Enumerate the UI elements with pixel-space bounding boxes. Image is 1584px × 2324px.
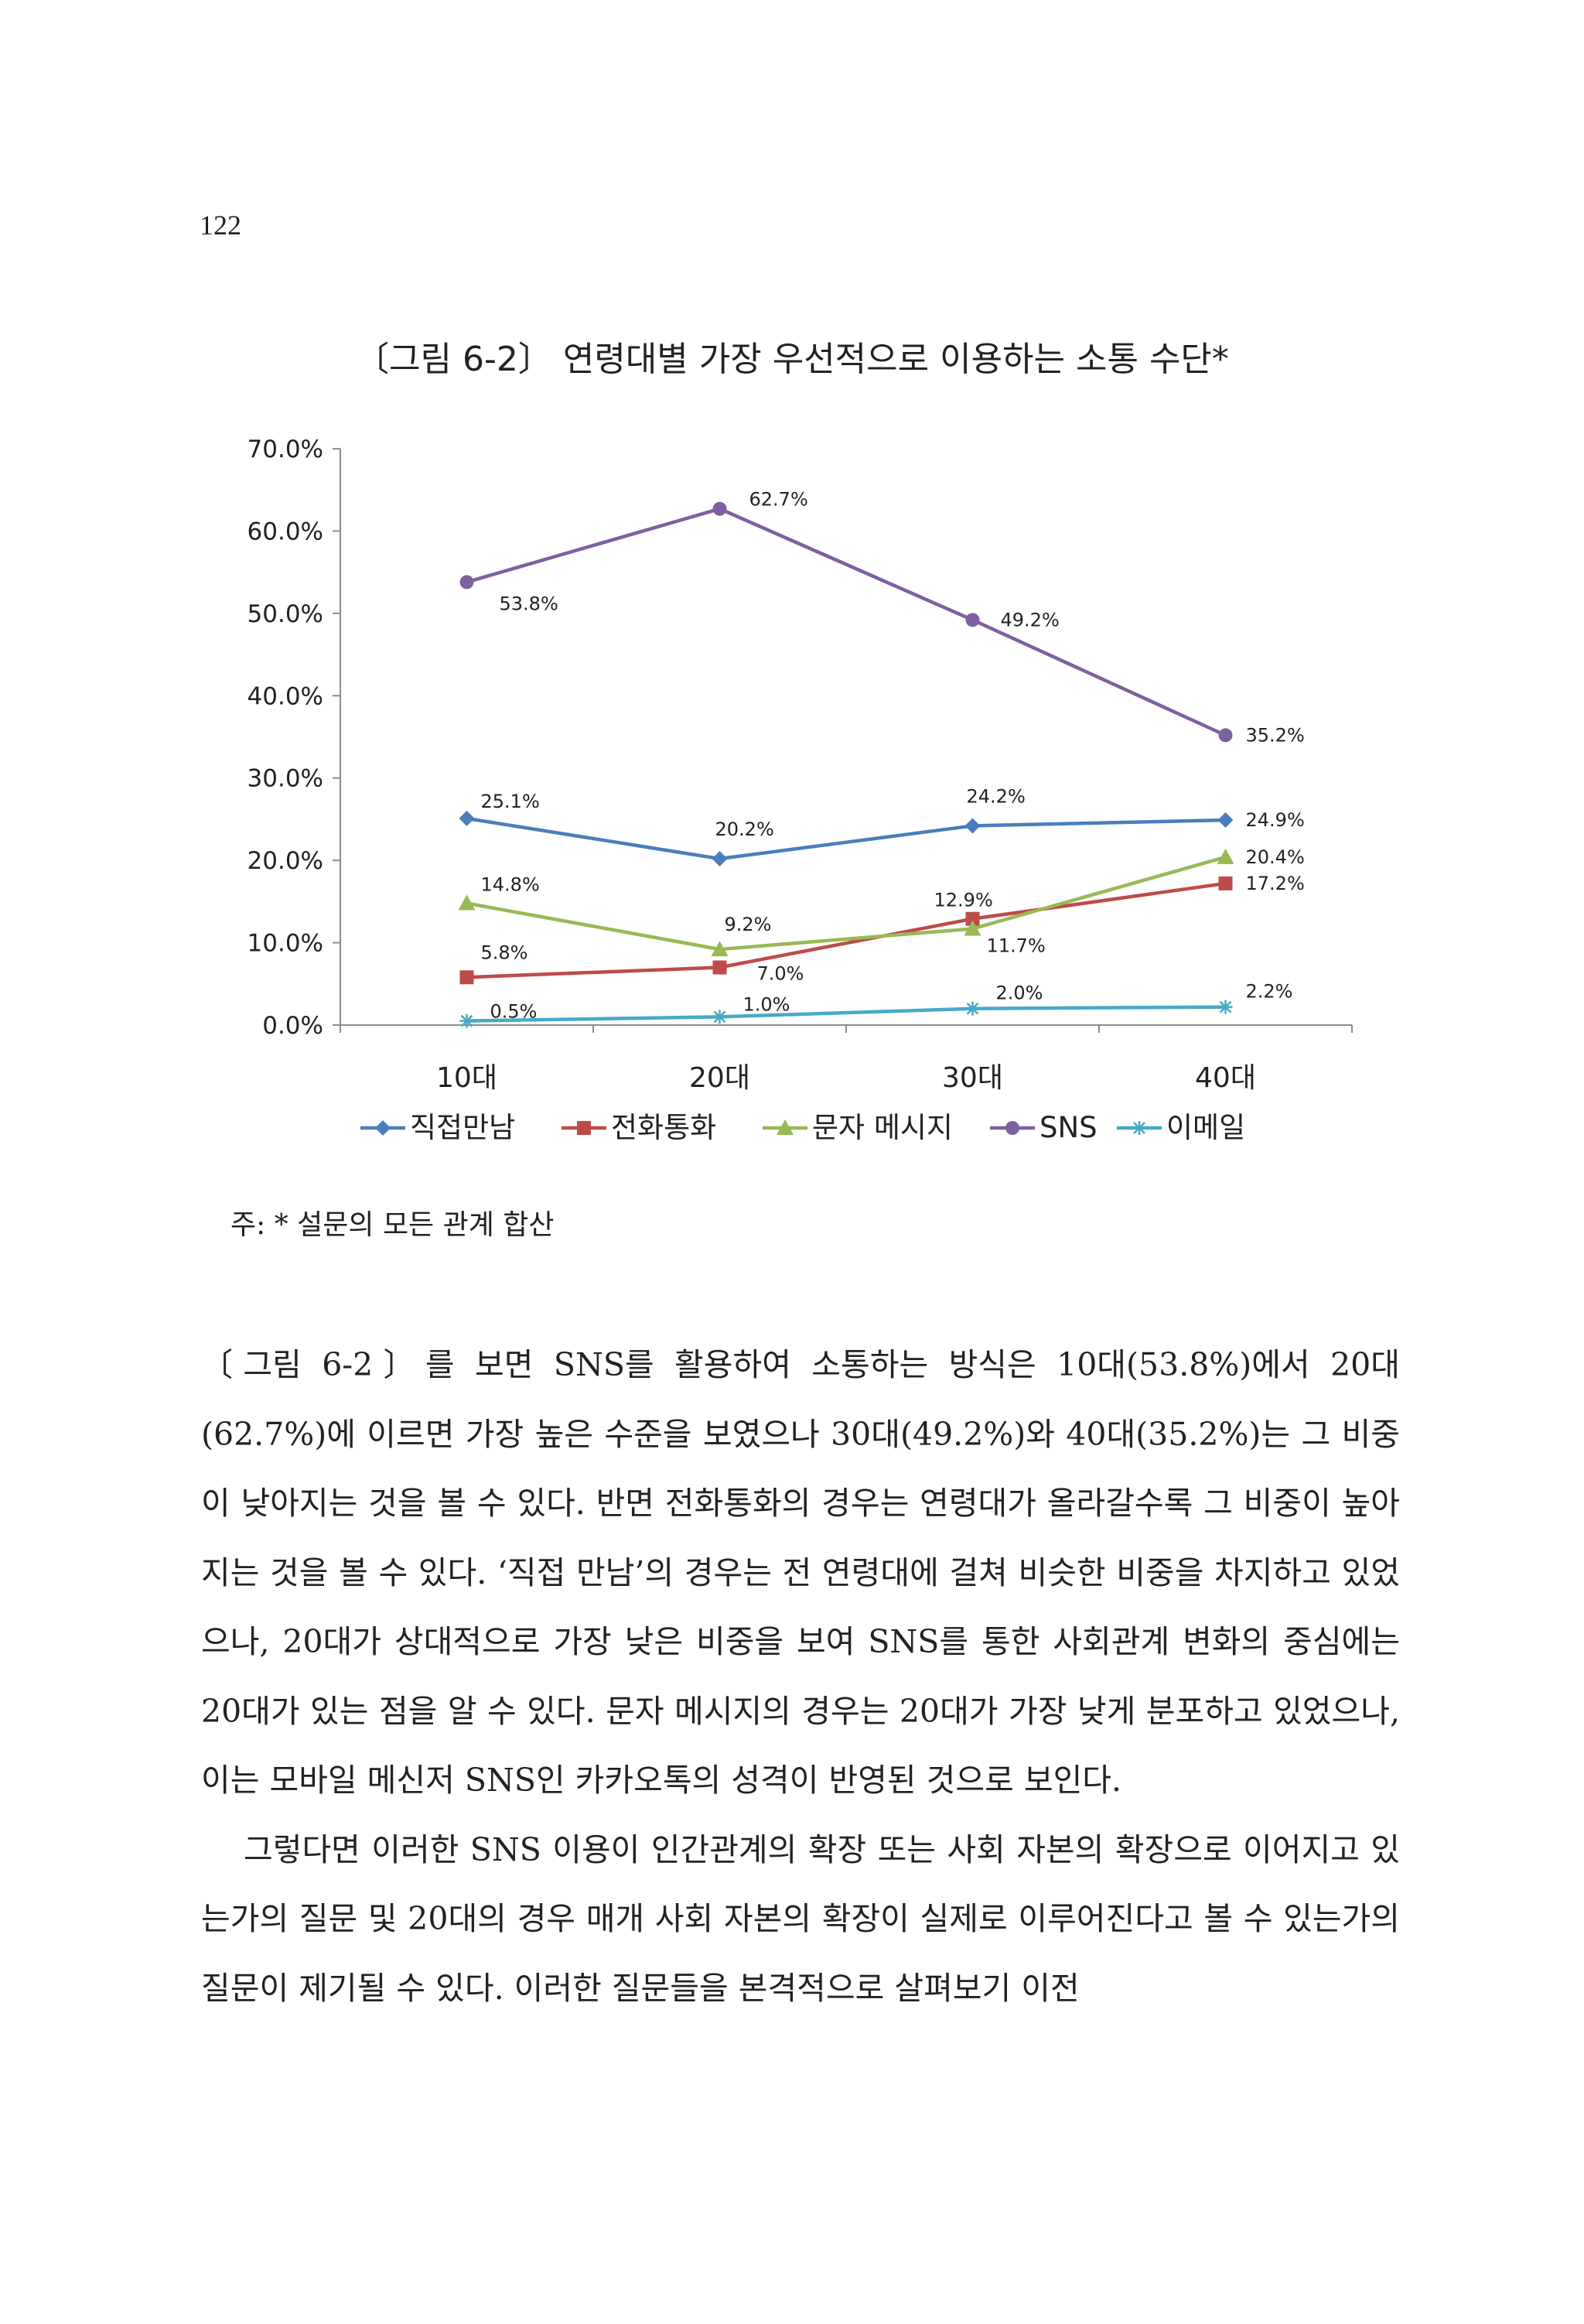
data-label: 5.8% (481, 942, 528, 963)
legend-marker (777, 1119, 794, 1135)
data-point (964, 818, 981, 834)
series-line (466, 507, 1227, 737)
data-label: 17.2% (1246, 873, 1305, 894)
legend-marker (375, 1120, 391, 1136)
series-line (466, 816, 1226, 861)
data-point (1217, 848, 1234, 864)
data-point (458, 894, 476, 911)
legend-label: 직접만남 (410, 1111, 515, 1144)
line-chart: 0.0% 10.0% 20.0% 30.0% 40.0% 50.0% 60.0% 70.0% 1… (248, 436, 1353, 1144)
y-tick-label: 30.0% (248, 765, 323, 793)
legend-marker (1132, 1121, 1146, 1135)
legend-marker (1005, 1121, 1019, 1135)
data-label: 53.8% (500, 593, 558, 614)
chart-series: 25.1% 20.2% 24.2% 24.9% 5.8% 7.0% 12.9% 17.2% 14… (458, 489, 1305, 1028)
data-label: 62.7% (749, 489, 808, 511)
legend-marker (577, 1121, 591, 1135)
series-line (466, 881, 1226, 979)
data-point (1218, 1000, 1233, 1014)
data-point (1218, 728, 1233, 743)
x-tick-label: 30대 (942, 1062, 1003, 1094)
data-point (712, 851, 728, 867)
legend-label: 이메일 (1166, 1111, 1245, 1144)
data-label: 14.8% (481, 873, 540, 895)
data-point (965, 1001, 980, 1016)
data-point (459, 970, 474, 985)
data-point (1217, 812, 1234, 828)
legend-label: 문자 메시지 (812, 1111, 953, 1144)
y-tick-label: 0.0% (262, 1012, 323, 1040)
data-point (712, 960, 727, 975)
data-label: 49.2% (1001, 609, 1060, 631)
data-point (459, 1013, 474, 1028)
legend-label: 전화통화 (611, 1111, 716, 1144)
y-tick-label: 50.0% (248, 600, 323, 628)
data-point (712, 1010, 727, 1024)
x-tick-label: 40대 (1195, 1062, 1256, 1094)
body-text: 〔그림 6-2〕를 보면 SNS를 활용하여 소통하는 방식은 10대(53.8… (201, 1331, 1400, 2023)
data-label: 2.2% (1246, 981, 1293, 1003)
data-label: 7.0% (757, 963, 804, 985)
series-line (466, 855, 1227, 952)
data-label: 24.2% (967, 785, 1026, 807)
data-point (712, 501, 727, 516)
data-label: 35.2% (1246, 724, 1305, 746)
data-point (965, 911, 980, 926)
chart-axes: 0.0% 10.0% 20.0% 30.0% 40.0% 50.0% 60.0% 70.0% 1… (248, 436, 1353, 1094)
figure-title: 〔그림 6-2〕 연령대별 가장 우선적으로 이용하는 소통 수단* (355, 340, 1229, 379)
legend-label: SNS (1040, 1111, 1098, 1144)
data-label: 20.4% (1246, 846, 1305, 868)
data-point (459, 810, 475, 826)
data-point (711, 941, 729, 957)
body-paragraph-1: 〔그림 6-2〕를 보면 SNS를 활용하여 소통하는 방식은 10대(53.8… (201, 1346, 1400, 1799)
data-label: 20.2% (715, 819, 774, 840)
chart-legend: 직접만남 전화통화 문자 메시지 SNS 이메일 (360, 1111, 1245, 1144)
series-line (466, 1005, 1226, 1023)
x-tick-label: 10대 (436, 1062, 497, 1094)
data-label: 2.0% (996, 983, 1043, 1004)
data-label: 0.5% (490, 1001, 538, 1023)
data-label: 24.9% (1246, 809, 1305, 831)
data-label: 11.7% (987, 935, 1046, 956)
data-point (965, 613, 980, 627)
data-label: 12.9% (934, 890, 993, 911)
data-point (459, 575, 474, 590)
data-label: 1.0% (743, 993, 790, 1015)
y-tick-label: 10.0% (248, 930, 323, 958)
y-tick-label: 40.0% (248, 682, 323, 710)
y-tick-label: 70.0% (248, 436, 323, 463)
body-paragraph-2: 그렇다면 이러한 SNS 이용이 인간관계의 확장 또는 사회 자본의 확장으로… (201, 1830, 1400, 2007)
y-tick-label: 20.0% (248, 847, 323, 875)
data-label: 9.2% (725, 914, 772, 935)
page-number: 122 (200, 210, 241, 241)
data-label: 25.1% (481, 791, 540, 812)
y-tick-label: 60.0% (248, 518, 323, 545)
data-point (964, 920, 981, 936)
figure-note: 주: * 설문의 모든 관계 합산 (230, 1209, 555, 1241)
data-point (1218, 876, 1233, 890)
x-tick-label: 20대 (689, 1062, 750, 1094)
